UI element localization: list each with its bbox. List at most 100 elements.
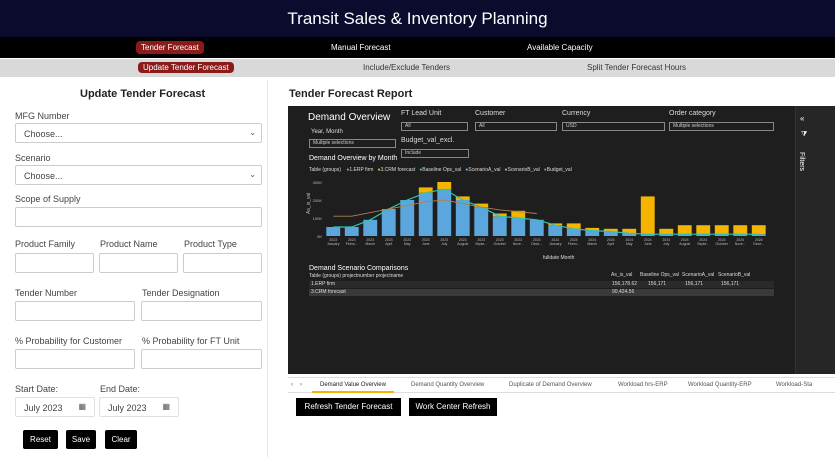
tab-demand-value-overview[interactable]: Demand Value Overview	[312, 378, 394, 393]
chart-legend: Table (groups) ●1.ERP firm ●3.CRM forecas…	[309, 167, 572, 173]
currency-slicer[interactable]: USD	[562, 122, 665, 131]
collapse-icon[interactable]: «	[800, 114, 805, 123]
bar-crm[interactable]	[677, 225, 692, 235]
bar-crm[interactable]	[455, 196, 470, 200]
demand-overview-title: Demand Overview	[308, 112, 391, 123]
bar-crm[interactable]	[566, 223, 581, 229]
end-date-label: End Date:	[100, 384, 141, 394]
x-tick-label: Dece...	[753, 242, 764, 246]
filters-pane[interactable]: « ⧩ Filters	[795, 106, 835, 374]
tab-workload-quantity-erp[interactable]: Workload Quantity-ERP	[688, 382, 752, 388]
bar-crm[interactable]	[659, 228, 674, 235]
bar-erp[interactable]	[696, 234, 711, 236]
filter-icon: ⧩	[801, 131, 808, 138]
x-tick-label: Dece...	[531, 242, 542, 246]
bar-crm[interactable]	[640, 196, 655, 235]
tab-scroll-left-icon[interactable]: ‹	[291, 382, 293, 388]
product-type-field[interactable]	[183, 253, 262, 273]
prob-customer-field[interactable]	[15, 349, 135, 369]
y-tick-label: 100K	[313, 216, 323, 221]
reset-button[interactable]: Reset	[23, 430, 58, 449]
budget-slicer[interactable]: Include	[401, 149, 469, 158]
ft-lead-slicer[interactable]: All	[401, 122, 468, 131]
bar-erp[interactable]	[548, 225, 563, 236]
bar-erp[interactable]	[344, 227, 359, 236]
nav-manual-forecast[interactable]: Manual Forecast	[331, 43, 391, 52]
x-tick-label: 2024	[551, 238, 559, 242]
bar-crm[interactable]	[585, 227, 600, 231]
primary-nav: Tender Forecast Manual Forecast Availabl…	[0, 37, 835, 58]
bar-crm[interactable]	[696, 225, 711, 235]
clear-button[interactable]: Clear	[105, 430, 137, 449]
bar-erp[interactable]	[585, 230, 600, 236]
bar-erp[interactable]	[529, 219, 544, 236]
bar-erp[interactable]	[400, 200, 415, 236]
bar-erp[interactable]	[455, 200, 470, 236]
bar-erp[interactable]	[677, 234, 692, 236]
product-name-field[interactable]	[99, 253, 178, 273]
bar-crm[interactable]	[751, 225, 766, 235]
save-button[interactable]: Save	[66, 430, 96, 449]
tab-workload-sta[interactable]: Workload-Sta	[776, 382, 813, 388]
tender-number-field[interactable]	[15, 301, 135, 321]
product-family-field[interactable]	[15, 253, 94, 273]
bar-erp[interactable]	[566, 228, 581, 236]
bar-crm[interactable]	[492, 213, 507, 217]
order-category-slicer[interactable]: Multiple selections	[669, 122, 774, 131]
scope-field[interactable]	[15, 207, 262, 227]
bar-erp[interactable]	[326, 227, 341, 236]
nav-available-capacity[interactable]: Available Capacity	[527, 43, 593, 52]
prob-ft-field[interactable]	[141, 349, 262, 369]
bar-crm[interactable]	[474, 203, 489, 208]
bar-crm[interactable]	[548, 223, 563, 226]
bar-erp[interactable]	[511, 218, 526, 236]
calendar-icon: ▦	[162, 402, 170, 411]
tab-duplicate-demand-overview[interactable]: Duplicate of Demand Overview	[509, 382, 592, 388]
bar-erp[interactable]	[659, 234, 674, 236]
refresh-tender-forecast-button[interactable]: Refresh Tender Forecast	[296, 398, 401, 416]
legend-item: ●ScenarioB_val	[504, 167, 540, 173]
bar-crm[interactable]	[622, 228, 637, 234]
start-date-picker[interactable]: July 2023 ▦	[15, 397, 95, 417]
bar-erp[interactable]	[418, 192, 433, 236]
bar-erp[interactable]	[733, 234, 748, 236]
scenario-select[interactable]: Choose... ⌄	[15, 165, 262, 185]
nav-include-exclude-tenders[interactable]: Include/Exclude Tenders	[363, 63, 451, 72]
tab-demand-quantity-overview[interactable]: Demand Quantity Overview	[411, 382, 485, 388]
table-row[interactable]: 1.ERP firm 156,178.62 156,171 156,171 15…	[309, 281, 774, 288]
bar-erp[interactable]	[751, 234, 766, 236]
bar-crm[interactable]	[437, 182, 452, 190]
bar-erp[interactable]	[381, 209, 396, 236]
filters-label[interactable]: Filters	[798, 152, 805, 172]
bar-crm[interactable]	[603, 228, 618, 232]
comparisons-title: Demand Scenario Comparisons	[309, 265, 409, 272]
tab-scroll-right-icon[interactable]: ›	[300, 382, 302, 388]
bar-erp[interactable]	[474, 207, 489, 236]
legend-item: ●Baseline Ops_val	[419, 167, 462, 173]
bar-crm[interactable]	[418, 187, 433, 193]
tab-workload-hrs-erp[interactable]: Workload hrs-ERP	[618, 382, 668, 388]
nav-split-tender-hours[interactable]: Split Tender Forecast Hours	[587, 63, 687, 72]
bar-crm[interactable]	[714, 225, 729, 235]
bar-crm[interactable]	[733, 225, 748, 235]
tender-designation-field[interactable]	[141, 301, 262, 321]
nav-tender-forecast[interactable]: Tender Forecast	[136, 41, 204, 54]
x-tick-label: 2023	[366, 238, 374, 242]
mfg-select[interactable]: Choose... ⌄	[15, 123, 262, 143]
bar-erp[interactable]	[437, 189, 452, 236]
bar-erp[interactable]	[363, 219, 378, 236]
bar-erp[interactable]	[640, 234, 655, 236]
year-month-slicer[interactable]: Multiple selections	[309, 139, 396, 148]
table-row[interactable]: 3.CRM forecast 90,424.56	[309, 289, 774, 296]
table-head-left: Table (groups) projectnumber projectname	[309, 273, 404, 279]
bar-erp[interactable]	[603, 231, 618, 237]
col-as-is: As_is_val	[611, 272, 633, 278]
bar-erp[interactable]	[622, 233, 637, 236]
nav-update-tender-forecast[interactable]: Update Tender Forecast	[138, 62, 234, 73]
customer-slicer[interactable]: All	[475, 122, 557, 131]
bar-erp[interactable]	[492, 216, 507, 236]
bar-crm[interactable]	[511, 210, 526, 218]
end-date-picker[interactable]: July 2023 ▦	[99, 397, 179, 417]
bar-erp[interactable]	[714, 234, 729, 236]
work-center-refresh-button[interactable]: Work Center Refresh	[409, 398, 497, 416]
